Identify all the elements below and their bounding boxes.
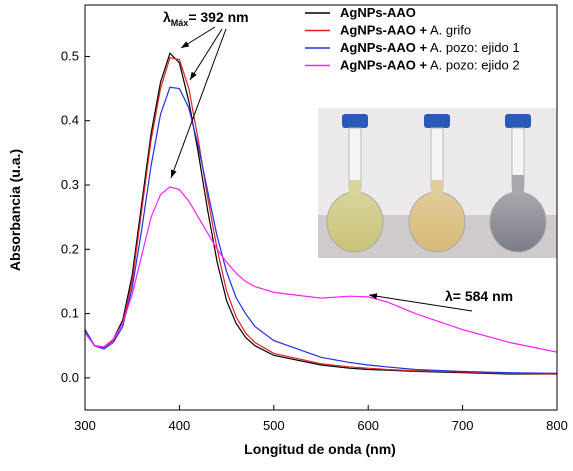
y-tick-label: 0.1	[61, 306, 79, 321]
series-line	[84, 52, 557, 375]
annotation-sub: Máx	[171, 18, 189, 28]
x-tick-label: 300	[74, 418, 96, 433]
y-tick-label: 0.2	[61, 241, 79, 256]
x-tick-label: 400	[169, 418, 191, 433]
annotation-text: = 392 nm	[188, 9, 248, 25]
x-tick-label: 700	[452, 418, 474, 433]
legend-label: AgNPs-AAO	[340, 5, 416, 20]
annotation: λMáx= 392 nm	[163, 9, 249, 28]
legend-label: AgNPs-AAO + A. pozo: ejido 1	[340, 40, 520, 55]
y-tick-label: 0.5	[61, 48, 79, 63]
plot-frame	[84, 4, 558, 411]
y-tick-label: 0.4	[61, 113, 79, 128]
x-tick-label: 500	[263, 418, 285, 433]
series-line	[84, 57, 558, 375]
legend-label: AgNPs-AAO + A. pozo: ejido 2	[340, 58, 520, 73]
y-tick-label: 0.3	[61, 177, 79, 192]
arrows	[170, 26, 473, 312]
series-line	[84, 186, 558, 353]
legend-label: AgNPs-AAO + A. grifo	[340, 23, 471, 38]
annotation: λ= 584 nm	[445, 288, 513, 304]
x-tick-label: 800	[546, 418, 568, 433]
y-axis-title: Absorbancia (u.a.)	[7, 149, 23, 271]
x-axis-title: Longitud de onda (nm)	[244, 441, 396, 457]
inset-photo	[318, 108, 557, 258]
annotation-symbol: λ	[163, 9, 171, 25]
x-tick-label: 600	[357, 418, 379, 433]
y-tick-label: 0.0	[61, 370, 79, 385]
